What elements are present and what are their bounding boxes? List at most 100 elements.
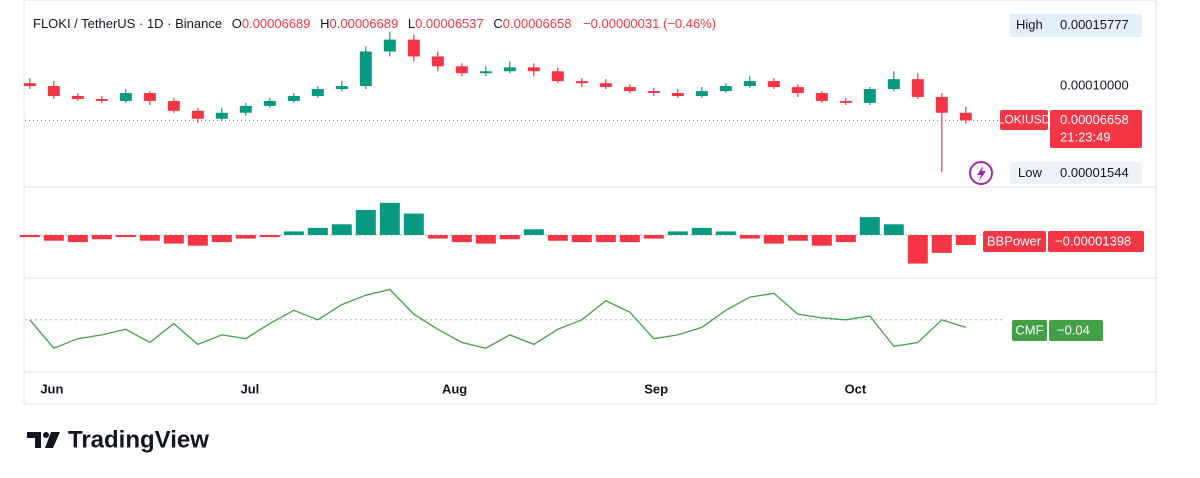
- bbpower-bar: [835, 235, 856, 243]
- low-label: Low: [1018, 165, 1042, 180]
- bbpower-bar: [763, 235, 784, 244]
- candle-body: [551, 71, 564, 82]
- candle-body: [119, 93, 132, 101]
- bbpower-bar: [859, 217, 880, 235]
- bbpower-bar: [475, 235, 496, 244]
- bbpower-bar: [955, 235, 976, 245]
- candle-body: [791, 87, 804, 94]
- bbpower-bar: [883, 224, 904, 235]
- bbpower-bar: [619, 235, 640, 243]
- bbpower-bar: [427, 235, 448, 239]
- x-tick-label: Aug: [442, 381, 467, 396]
- candle-body: [815, 93, 828, 101]
- candle-body: [311, 89, 324, 97]
- candle-body: [671, 93, 684, 97]
- bbpower-value: −0.00001398: [1055, 233, 1131, 248]
- symbol: FLOKI / TetherUS · 1D · Binance: [33, 16, 222, 31]
- bbpower-bar: [403, 213, 424, 235]
- candle-body: [527, 67, 540, 72]
- candle-body: [887, 79, 900, 90]
- candle-body: [575, 81, 588, 84]
- last-price: 0.00006658: [1060, 112, 1129, 127]
- bbpower-bar: [43, 235, 64, 241]
- x-tick-label: Sep: [644, 381, 668, 396]
- candle-body: [623, 87, 636, 92]
- cmf-name: CMF: [1015, 322, 1043, 337]
- bbpower-name: BBPower: [987, 233, 1042, 248]
- bbpower-bar: [355, 210, 376, 235]
- logo: [27, 432, 60, 448]
- bbpower-value-tag: [1048, 231, 1144, 252]
- candle-body: [407, 39, 420, 57]
- cmf-value-tag: [1049, 320, 1103, 341]
- candle-body: [95, 98, 108, 101]
- candle-body: [383, 39, 396, 52]
- brand: TradingView: [68, 426, 209, 453]
- x-tick-label: Jul: [240, 381, 259, 396]
- bbpower-bar: [931, 235, 952, 253]
- l-value: 0.00006537: [415, 16, 484, 31]
- bbpower-bar: [163, 235, 184, 244]
- o-value: 0.00006689: [242, 16, 311, 31]
- candle-body: [215, 112, 228, 119]
- candle-body: [767, 81, 780, 88]
- bbpower-bar: [547, 235, 568, 241]
- candle-body: [47, 86, 60, 97]
- marks: [19, 31, 1003, 349]
- candle-body: [239, 105, 252, 113]
- high-tag: [1010, 14, 1142, 37]
- h-label: H: [320, 16, 329, 31]
- alert-bolt: [977, 166, 986, 181]
- change: −0.00000031 (−0.46%): [583, 16, 716, 31]
- candle-body: [599, 83, 612, 88]
- bbpower-bar: [283, 231, 304, 235]
- h-value: 0.00006689: [330, 16, 399, 31]
- candle-body: [191, 110, 204, 119]
- bbpower-bar: [715, 231, 736, 235]
- high-value: 0.00015777: [1060, 17, 1129, 32]
- candle-body: [455, 66, 468, 74]
- bbpower-bar: [907, 235, 928, 264]
- high-label: High: [1016, 17, 1043, 32]
- last-price-tag: [1050, 110, 1142, 148]
- cmf-name-tag: [1012, 320, 1047, 341]
- bbpower-bar: [19, 235, 40, 238]
- candle-body: [431, 56, 444, 67]
- bbpower-bar: [331, 224, 352, 235]
- candle-body: [911, 79, 924, 97]
- candle-body: [719, 86, 732, 92]
- countdown: 21:23:49: [1060, 129, 1111, 144]
- candle-body: [647, 91, 660, 94]
- symbol-label: FLOKIUSDT: [990, 113, 1058, 127]
- bbpower-bar: [691, 227, 712, 235]
- y-tick-label: 0.00010000: [1060, 77, 1129, 92]
- bbpower-bar: [811, 235, 832, 246]
- bbpower-bar: [595, 235, 616, 243]
- candle-body: [287, 96, 300, 101]
- c-value: 0.00006658: [503, 16, 572, 31]
- candle-body: [143, 93, 156, 101]
- candle-body: [359, 51, 372, 87]
- candle-body: [263, 100, 276, 106]
- candle-body: [935, 96, 948, 113]
- x-tick-label: Oct: [845, 381, 867, 396]
- bbpower-bar: [787, 235, 808, 241]
- bbpower-bar: [307, 227, 328, 235]
- bbpower-bar: [235, 235, 256, 239]
- candle-body: [167, 100, 180, 111]
- bbpower-name-tag: [983, 231, 1046, 252]
- bbpower-bar: [259, 235, 280, 238]
- bbpower-bar: [211, 235, 232, 243]
- cmf-line: [29, 288, 966, 349]
- low-value: 0.00001544: [1060, 165, 1129, 180]
- bbpower-bar: [643, 235, 664, 239]
- candle-body: [743, 81, 756, 87]
- bbpower-bar: [739, 235, 760, 239]
- candle-body: [335, 86, 348, 90]
- bbpower-bar: [451, 235, 472, 243]
- l-label: L: [408, 16, 415, 31]
- bbpower-bar: [379, 202, 400, 235]
- bbpower-bar: [115, 235, 136, 238]
- c-label: C: [493, 16, 502, 31]
